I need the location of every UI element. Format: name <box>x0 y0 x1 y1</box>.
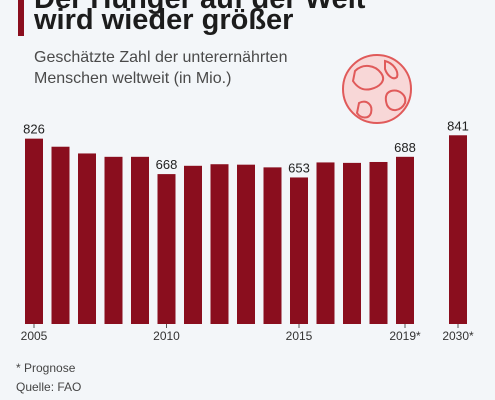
bar-chart: 826 668 653 688 841 2005 2010 2015 2019* 2030* <box>21 54 474 343</box>
tick-label-2010: 2010 <box>153 329 180 343</box>
tick-label-2019*: 2019* <box>389 329 421 343</box>
data-label-2015: 653 <box>288 160 310 175</box>
bar-2013 <box>237 164 255 324</box>
data-label-2010: 668 <box>156 157 178 172</box>
bar-2006 <box>51 146 70 324</box>
data-label-2005: 826 <box>23 122 45 137</box>
tick-label-2015: 2015 <box>286 329 313 343</box>
bar-2018 <box>369 161 388 324</box>
accent-bar <box>18 0 24 36</box>
bar-2008 <box>104 156 123 324</box>
data-label-2030*: 841 <box>447 118 469 133</box>
source-label: Quelle: FAO <box>16 380 82 394</box>
chart-title-line-2: wird wieder größer <box>34 4 294 36</box>
bar-2019* <box>396 156 414 324</box>
bar-2030* <box>449 135 467 324</box>
bar-2009 <box>131 156 149 324</box>
globe-icon <box>342 54 412 124</box>
chart-subtitle-line-1: Geschätzte Zahl der unterernährten <box>34 49 288 66</box>
chart-title-line-1: Der Hunger auf der Welt <box>34 0 365 15</box>
bar-2017 <box>343 162 361 324</box>
bar-2011 <box>184 165 202 324</box>
data-label-2019*: 688 <box>394 140 416 155</box>
chart-subtitle-line-2: Menschen weltweit (in Mio.) <box>34 70 232 87</box>
bar-2005 <box>25 138 43 324</box>
bar-2014 <box>263 167 282 324</box>
bar-2016 <box>316 162 335 324</box>
bar-2007 <box>78 153 96 324</box>
bar-2012 <box>210 164 229 324</box>
tick-label-2005: 2005 <box>21 329 48 343</box>
footnote-prognose: * Prognose <box>16 361 76 375</box>
bar-2010 <box>157 174 176 324</box>
bar-2015 <box>290 177 308 324</box>
tick-label-2030*: 2030* <box>442 329 474 343</box>
